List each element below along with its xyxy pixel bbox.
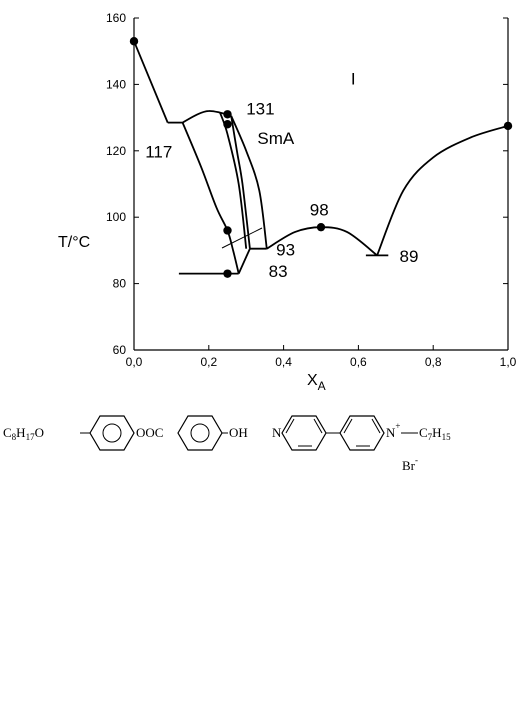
x-tick-label: 1,0	[500, 355, 517, 369]
data-points	[129, 37, 513, 278]
pyridinium-n: N+	[386, 421, 400, 440]
annotation-label: 93	[276, 240, 295, 259]
phase-boundary	[181, 122, 240, 274]
annotations: 131 117 SmA I 98 93 89 83	[145, 69, 418, 281]
x-tick-label: 0,0	[126, 355, 143, 369]
benzene-ring-1	[89, 415, 135, 451]
annotation-label: 131	[246, 99, 274, 118]
phase-boundary	[219, 112, 248, 249]
phase-boundary	[376, 125, 509, 256]
phase-boundary	[237, 248, 251, 274]
annotation-label: I	[351, 69, 356, 88]
y-tick-label: 160	[106, 11, 126, 25]
data-point	[223, 120, 232, 129]
bromide-anion: Br-	[402, 455, 418, 473]
y-tick-label: 120	[106, 144, 126, 158]
pyridine-ring-2	[339, 415, 385, 451]
structure-ester: C8H17O OOC OH	[3, 415, 248, 451]
structure-bipyridinium: N N+ C7H15 Br-	[272, 415, 451, 473]
phase-boundary	[230, 115, 268, 249]
x-axis-label-sub: A	[318, 379, 326, 393]
y-tick-label: 60	[113, 343, 127, 357]
annotation-label: 89	[400, 247, 419, 266]
heptyl-chain: C7H15	[419, 425, 451, 442]
data-point	[316, 222, 326, 232]
x-axis-label: XA	[307, 372, 326, 393]
phase-boundary	[133, 40, 169, 123]
x-tick-label: 0,2	[200, 355, 217, 369]
data-point	[223, 269, 232, 278]
data-point	[503, 121, 513, 131]
phase-curves	[133, 40, 509, 275]
y-tick-label: 80	[113, 277, 127, 291]
data-point	[223, 226, 232, 235]
annotation-label: 83	[269, 262, 288, 281]
plot-frame	[133, 18, 509, 351]
benzene-ring-2	[177, 415, 223, 451]
axis-ticks: 0,0 0,2 0,4 0,6 0,8 1,0 60 80 100 120 140 160	[106, 11, 517, 369]
x-tick-label: 0,4	[275, 355, 292, 369]
sma-leader-line	[221, 227, 263, 249]
annotation-label: 117	[145, 142, 172, 161]
y-axis-label: T/°C	[58, 234, 90, 251]
phase-boundary	[230, 115, 251, 249]
ester-linker: OOC	[136, 425, 163, 440]
pyridine-ring-1	[281, 415, 327, 451]
pyridine-n: N	[272, 425, 282, 440]
ester-suffix: OH	[229, 425, 248, 440]
y-tick-label: 140	[106, 77, 126, 91]
x-tick-label: 0,6	[350, 355, 367, 369]
annotation-label: SmA	[257, 129, 295, 148]
ester-prefix: C8H17O	[3, 425, 44, 442]
annotation-label: 98	[310, 201, 329, 220]
x-tick-label: 0,8	[425, 355, 442, 369]
data-point	[223, 110, 232, 119]
y-tick-label: 100	[106, 210, 126, 224]
data-point	[129, 37, 139, 46]
